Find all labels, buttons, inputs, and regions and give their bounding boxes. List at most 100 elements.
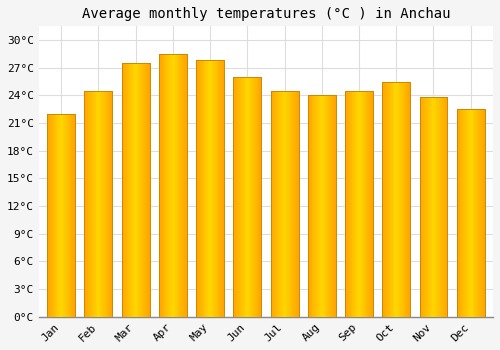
Bar (280, 91, 281, 317)
Bar (320, 96, 321, 317)
Bar (184, 54, 185, 317)
Bar (270, 91, 272, 317)
Bar (387, 82, 388, 317)
Bar (397, 82, 398, 317)
Bar (206, 61, 208, 317)
Bar (383, 82, 384, 317)
Bar (254, 77, 255, 317)
Bar (255, 77, 256, 317)
Bar (294, 91, 295, 317)
Bar (211, 61, 212, 317)
Bar (126, 63, 127, 317)
Bar (384, 82, 385, 317)
Bar (330, 96, 331, 317)
Bar (93, 91, 94, 317)
Bar (183, 54, 184, 317)
Bar (92, 91, 93, 317)
Bar (354, 91, 356, 317)
Bar (162, 54, 164, 317)
Bar (348, 91, 349, 317)
Bar (426, 97, 427, 317)
Bar (359, 91, 360, 317)
Bar (390, 82, 392, 317)
Bar (398, 82, 399, 317)
Bar (467, 109, 468, 317)
Bar (214, 61, 216, 317)
Bar (314, 96, 316, 317)
Bar (464, 109, 465, 317)
Bar (476, 109, 477, 317)
Bar (72, 114, 73, 317)
Bar (238, 77, 239, 317)
Bar (105, 91, 106, 317)
Bar (128, 63, 129, 317)
Bar (279, 91, 280, 317)
Bar (134, 63, 136, 317)
Bar (110, 91, 112, 317)
Bar (368, 91, 370, 317)
Bar (169, 54, 170, 317)
Bar (176, 54, 178, 317)
Bar (316, 96, 317, 317)
Bar (88, 91, 89, 317)
Bar (94, 91, 96, 317)
Bar (478, 109, 479, 317)
Bar (424, 97, 425, 317)
Bar (347, 91, 348, 317)
Bar (129, 63, 130, 317)
Bar (312, 96, 314, 317)
Bar (53, 114, 54, 317)
Bar (308, 96, 310, 317)
Bar (212, 61, 213, 317)
Bar (201, 61, 202, 317)
Bar (127, 63, 128, 317)
Bar (420, 97, 422, 317)
Bar (50, 114, 51, 317)
Bar (281, 91, 282, 317)
Bar (350, 91, 352, 317)
Bar (98, 91, 100, 317)
Bar (332, 96, 333, 317)
Bar (170, 54, 171, 317)
Bar (382, 82, 383, 317)
Bar (89, 91, 90, 317)
Bar (260, 77, 262, 317)
Bar (472, 109, 474, 317)
Bar (235, 77, 236, 317)
Bar (236, 77, 237, 317)
Bar (372, 91, 373, 317)
Bar (358, 91, 359, 317)
Bar (64, 114, 65, 317)
Bar (329, 96, 330, 317)
Bar (483, 109, 484, 317)
Bar (468, 109, 469, 317)
Bar (288, 91, 289, 317)
Bar (136, 63, 138, 317)
Bar (49, 114, 50, 317)
Bar (144, 63, 145, 317)
Bar (371, 91, 372, 317)
Bar (443, 97, 444, 317)
Bar (399, 82, 400, 317)
Bar (432, 97, 434, 317)
Bar (159, 54, 160, 317)
Bar (74, 114, 75, 317)
Bar (198, 61, 199, 317)
Bar (54, 114, 56, 317)
Bar (356, 91, 357, 317)
Bar (321, 96, 322, 317)
Bar (104, 91, 105, 317)
Bar (208, 61, 209, 317)
Bar (148, 63, 150, 317)
Bar (437, 97, 438, 317)
Bar (239, 77, 240, 317)
Bar (286, 91, 288, 317)
Bar (276, 91, 277, 317)
Bar (52, 114, 53, 317)
Bar (223, 61, 224, 317)
Bar (200, 61, 201, 317)
Bar (457, 109, 458, 317)
Bar (145, 63, 146, 317)
Bar (423, 97, 424, 317)
Bar (317, 96, 318, 317)
